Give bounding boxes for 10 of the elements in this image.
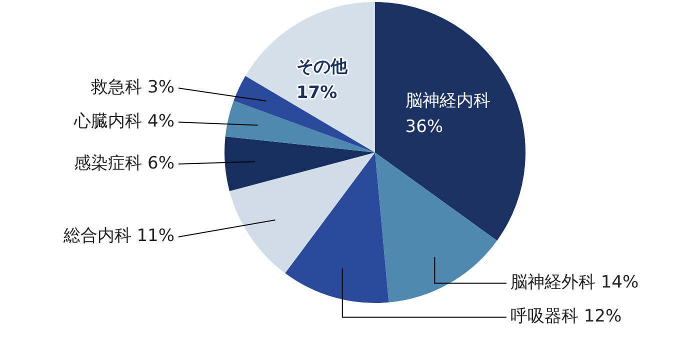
slice-label: 心臓内科 4% bbox=[73, 112, 174, 132]
data-label: 17% bbox=[296, 83, 338, 104]
slice-label: 脳神経外科 14% bbox=[510, 272, 639, 293]
slice-label: 総合内科 11% bbox=[62, 226, 174, 246]
data-label: 36% bbox=[405, 117, 444, 138]
slice-label: その他 bbox=[296, 57, 348, 78]
slice-label: 感染症科 6% bbox=[74, 153, 174, 174]
slice-label: 脳神経内科 bbox=[405, 91, 490, 112]
slice-label: 呼吸器科 12% bbox=[510, 306, 622, 327]
slice-label: 救急科 3% bbox=[90, 78, 174, 98]
